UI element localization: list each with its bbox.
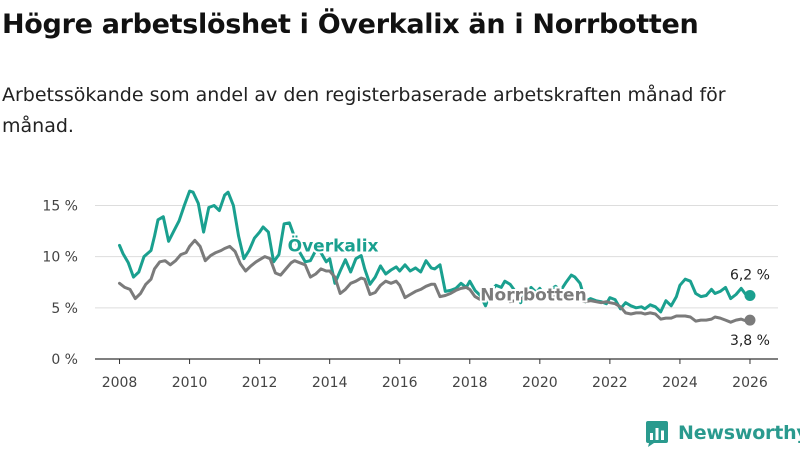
x-tick-label: 2024	[662, 375, 698, 391]
brand-name: Newsworthy	[678, 422, 800, 444]
series-line-norrbotten	[118, 238, 752, 324]
x-tick-label: 2026	[732, 375, 768, 391]
y-tick-label: 10 %	[42, 250, 78, 266]
chart-title: Högre arbetslöshet i Överkalix än i Norr…	[2, 9, 699, 40]
x-tick-label: 2012	[242, 375, 278, 391]
series-end-point	[744, 314, 756, 326]
series-name-label: Norrbotten	[480, 286, 586, 306]
x-tick-label: 2014	[312, 375, 348, 391]
chart-subtitle: Arbetssökande som andel av den registerb…	[2, 84, 726, 137]
x-tick-label: 2008	[102, 375, 138, 391]
y-tick-label: 0 %	[51, 352, 78, 368]
x-tick-label: 2022	[592, 375, 628, 391]
x-tick-label: 2018	[452, 375, 488, 391]
newsworthy-logo-icon	[646, 421, 668, 447]
series-end-label: 3,8 %	[730, 333, 770, 349]
y-tick-label: 15 %	[42, 198, 78, 214]
series-line-overkalix	[118, 189, 752, 314]
series-end-label: 6,2 %	[730, 268, 770, 284]
newsworthy-logo: Newsworthy	[644, 418, 800, 448]
x-tick-label: 2020	[522, 375, 558, 391]
x-tick-label: 2010	[172, 375, 208, 391]
series-end-point	[744, 290, 756, 302]
y-tick-label: 5 %	[51, 301, 78, 317]
x-tick-label: 2016	[382, 375, 418, 391]
series-name-label: Överkalix	[288, 234, 379, 256]
